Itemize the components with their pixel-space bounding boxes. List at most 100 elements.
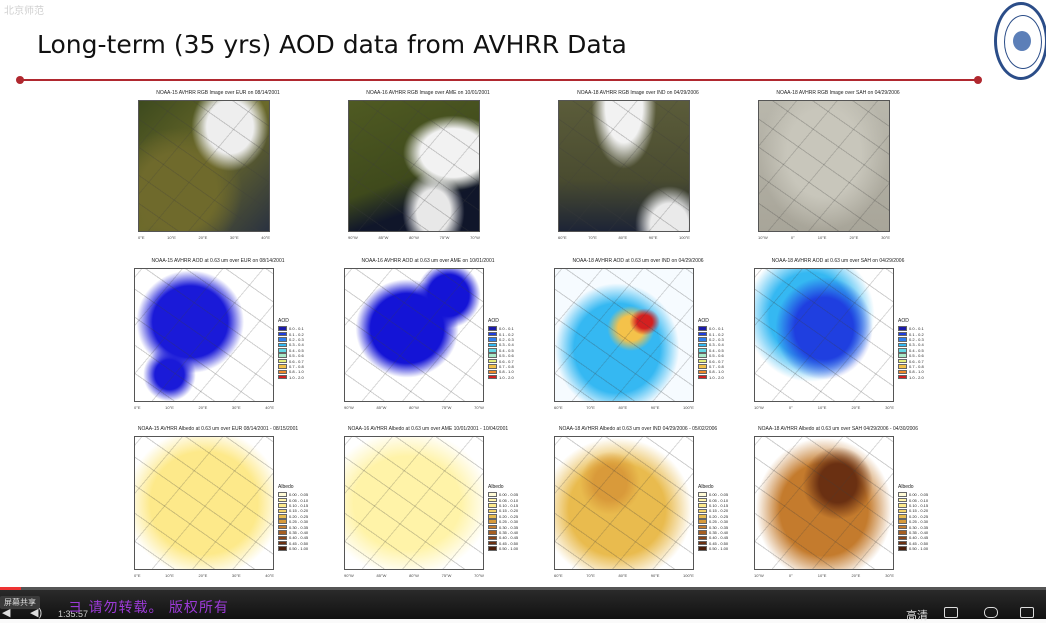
legend-item: 0.15 - 0.20 <box>488 508 526 513</box>
x-tick-label: 90°W <box>344 573 354 578</box>
legend-item: 0.4 - 0.5 <box>488 348 526 353</box>
legend-swatch <box>698 508 707 514</box>
legend-label: 0.00 - 0.05 <box>909 492 929 498</box>
x-tick-label: 80°W <box>409 573 419 578</box>
legend-item: 0.00 - 0.05 <box>488 492 526 497</box>
legend-swatch <box>898 524 907 530</box>
legend-label: 0.25 - 0.30 <box>709 519 729 525</box>
legend-item: 0.10 - 0.15 <box>488 503 526 508</box>
legend-title: Albedo <box>698 484 714 490</box>
legend-item: 0.10 - 0.15 <box>278 503 316 508</box>
x-tick-label: 60°E <box>558 235 567 240</box>
fullscreen-window-icon[interactable] <box>944 607 958 618</box>
legend-label: 0.5 - 0.6 <box>909 353 924 359</box>
legend-swatch <box>698 540 707 546</box>
legend-label: 0.3 - 0.4 <box>909 342 924 348</box>
panel-title: NOAA-18 AVHRR AOD at 0.63 um over IND on… <box>572 258 704 264</box>
legend-swatch <box>898 364 907 369</box>
legend-label: 1.0 - 2.0 <box>909 374 924 380</box>
legend-swatch <box>488 326 497 331</box>
legend-item: 0.0 - 0.1 <box>698 326 736 331</box>
legend-title: Albedo <box>278 484 294 490</box>
x-tick-label: 10°W <box>758 235 768 240</box>
progress-bar[interactable] <box>0 587 1046 590</box>
legend-swatch <box>698 331 707 337</box>
legend-swatch <box>698 514 707 519</box>
x-tick-label: 10°E <box>817 405 827 410</box>
x-tick-label: 100°E <box>683 573 694 578</box>
x-tick-label: 85°W <box>376 573 387 578</box>
panel-title: NOAA-18 AVHRR AOD at 0.63 um over SAH on… <box>771 258 905 264</box>
legend-label: 0.15 - 0.20 <box>909 508 929 514</box>
legend-swatch <box>698 530 707 535</box>
legend-label: 0.3 - 0.4 <box>289 342 304 348</box>
legend-item: 0.40 - 0.45 <box>698 535 736 540</box>
legend-swatch <box>278 353 287 358</box>
legend-item: 0.45 - 0.50 <box>898 541 936 546</box>
legend-swatch <box>698 519 707 524</box>
legend-item: 0.2 - 0.3 <box>898 337 936 342</box>
x-tick-label: 100°E <box>683 405 694 410</box>
x-tick-label: 40°E <box>261 235 270 240</box>
legend-item: 0.30 - 0.35 <box>278 524 316 530</box>
legend-item: 0.3 - 0.4 <box>278 342 316 347</box>
x-tick-label: 30°E <box>231 573 241 578</box>
legend-item: 0.2 - 0.3 <box>278 337 316 342</box>
legend-item: 0.5 - 0.6 <box>698 353 736 358</box>
legend-item: 0.8 - 1.0 <box>488 369 526 374</box>
albedo-legend: Albedo 0.00 - 0.05 0.05 - 0.10 0.10 - 0.15 0… <box>898 484 936 551</box>
legend-swatch <box>898 374 907 380</box>
legend-swatch <box>898 353 907 358</box>
legend-swatch <box>488 530 497 535</box>
legend-title: AOD <box>278 318 289 324</box>
legend-label: 0.1 - 0.2 <box>709 331 724 337</box>
legend-swatch <box>278 546 287 551</box>
legend-item: 0.1 - 0.2 <box>278 331 316 337</box>
x-tick-label: 0° <box>790 235 795 240</box>
x-tick-labels: 10°W 0° 10°E 20°E 30°E <box>754 405 894 410</box>
legend-swatch <box>488 535 497 541</box>
legend-label: 0.20 - 0.25 <box>909 513 929 519</box>
x-tick-labels: 10°W 0° 10°E 20°E 30°E <box>754 573 894 578</box>
legend-swatch <box>278 358 287 364</box>
albedo-legend: Albedo 0.00 - 0.05 0.05 - 0.10 0.10 - 0.15 0… <box>278 484 316 551</box>
legend-item: 0.50 - 1.00 <box>488 546 526 551</box>
copyright-banner: ヨ 请勿转载。 版权所有 <box>68 600 229 616</box>
legend-swatch <box>278 540 287 546</box>
legend-item: 0.40 - 0.45 <box>898 535 936 540</box>
legend-label: 0.8 - 1.0 <box>909 369 924 375</box>
legend-label: 0.8 - 1.0 <box>499 369 514 375</box>
legend-item: 0.25 - 0.30 <box>278 519 316 524</box>
legend-label: 1.0 - 2.0 <box>499 374 514 380</box>
legend-item: 0.2 - 0.3 <box>488 337 526 342</box>
legend-label: 0.7 - 0.8 <box>499 363 514 369</box>
legend-label: 0.30 - 0.35 <box>289 524 309 530</box>
legend-swatch <box>488 519 497 524</box>
legend-label: 0.30 - 0.35 <box>499 524 519 530</box>
legend-swatch <box>278 342 287 348</box>
legend-label: 0.8 - 1.0 <box>709 369 724 375</box>
legend-swatch <box>278 337 287 342</box>
legend-label: 0.05 - 0.10 <box>499 497 519 503</box>
map-image <box>754 436 894 570</box>
university-logo <box>994 2 1046 80</box>
danmaku-icon[interactable] <box>984 607 998 618</box>
figure-panel: NOAA-18 AVHRR RGB Image over SAH on 04/2… <box>738 90 938 255</box>
legend-item: 0.30 - 0.35 <box>488 524 526 530</box>
panel-title: NOAA-18 AVHRR RGB Image over IND on 04/2… <box>577 90 699 96</box>
legend-label: 0.20 - 0.25 <box>709 513 729 519</box>
legend-item: 0.00 - 0.05 <box>898 492 936 497</box>
legend-item: 0.4 - 0.5 <box>278 348 316 353</box>
play-icon[interactable]: ◀ <box>2 607 11 619</box>
fullscreen-icon[interactable] <box>1020 607 1034 618</box>
x-tick-label: 30°E <box>881 235 890 240</box>
quality-button[interactable]: 高清 <box>906 610 928 622</box>
map-image <box>554 436 694 570</box>
legend-swatch <box>488 524 497 530</box>
volume-icon[interactable]: ◀) <box>30 607 43 619</box>
legend-item: 0.30 - 0.35 <box>898 524 936 530</box>
legend-item: 0.7 - 0.8 <box>898 364 936 369</box>
legend-label: 0.1 - 0.2 <box>499 331 514 337</box>
x-tick-label: 70°W <box>474 573 484 578</box>
map-image <box>344 436 484 570</box>
